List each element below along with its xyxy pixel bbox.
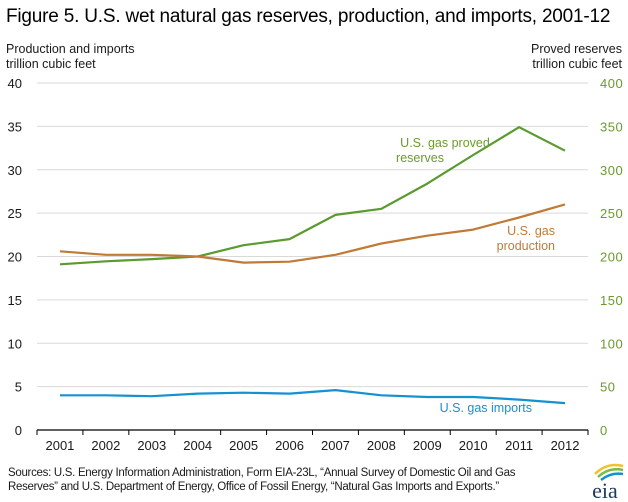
left-tick-label: 40 <box>8 76 22 91</box>
right-axis-title: Proved reserves trillion cubic feet <box>531 42 622 72</box>
left-tick-label: 0 <box>15 423 22 438</box>
left-tick-label: 30 <box>8 163 22 178</box>
series-label: U.S. gas proved <box>400 136 490 150</box>
series-line-u-s-gas-imports <box>60 389 566 405</box>
left-axis-title-line1: Production and imports <box>6 42 135 56</box>
x-tick-label: 2004 <box>183 438 212 453</box>
right-tick-label: 100 <box>600 336 623 351</box>
right-axis-title-line1: Proved reserves <box>530 42 622 56</box>
left-tick-label: 15 <box>8 293 22 308</box>
x-tick-label: 2002 <box>91 438 120 453</box>
x-tick-label: 2010 <box>459 438 488 453</box>
right-tick-label: 50 <box>600 380 615 395</box>
x-tick-label: 2007 <box>321 438 350 453</box>
x-tick-label: 2001 <box>45 438 74 453</box>
x-tick-label: 2008 <box>367 438 396 453</box>
right-tick-label: 400 <box>600 76 623 91</box>
left-tick-label: 25 <box>8 206 22 221</box>
x-tick-label: 2005 <box>229 438 258 453</box>
logo-arc-blue <box>600 472 624 481</box>
series-line-u-s-gas-proved-reserves <box>59 126 566 266</box>
series-label: production <box>497 239 555 253</box>
right-tick-label: 200 <box>600 250 623 265</box>
series-line-u-s-gas-production <box>59 203 566 264</box>
left-tick-label: 5 <box>15 380 22 395</box>
x-tick-label: 2006 <box>275 438 304 453</box>
right-tick-label: 150 <box>600 293 623 308</box>
chart-title: Figure 5. U.S. wet natural gas reserves,… <box>6 6 611 27</box>
x-tick-label: 2003 <box>137 438 166 453</box>
right-tick-label: 250 <box>600 206 623 221</box>
right-tick-label: 0 <box>600 423 608 438</box>
left-axis-title: Production and imports trillion cubic fe… <box>6 42 135 72</box>
right-tick-label: 300 <box>600 163 623 178</box>
series-label: reserves <box>396 151 444 165</box>
series-label: U.S. gas <box>507 224 555 238</box>
x-tick-label: 2012 <box>551 438 580 453</box>
series-label: U.S. gas imports <box>440 401 532 415</box>
right-tick-label: 350 <box>600 119 623 134</box>
logo-text: eia <box>592 478 618 500</box>
left-tick-label: 20 <box>8 250 22 265</box>
x-tick-label: 2009 <box>413 438 442 453</box>
source-note: Sources: U.S. Energy Information Adminis… <box>8 466 516 494</box>
logo-arc-green <box>597 468 624 478</box>
x-tick-label: 2011 <box>505 438 533 453</box>
left-tick-label: 10 <box>8 336 22 351</box>
right-axis-title-line2: trillion cubic feet <box>532 57 622 71</box>
source-line-2: Reserves” and U.S. Department of Energy,… <box>8 481 499 493</box>
logo-arc-yellow <box>594 463 624 475</box>
left-axis-title-line2: trillion cubic feet <box>6 57 96 71</box>
eia-logo: eia <box>592 463 624 500</box>
left-tick-label: 35 <box>8 119 22 134</box>
source-line-1: Sources: U.S. Energy Information Adminis… <box>8 467 516 479</box>
